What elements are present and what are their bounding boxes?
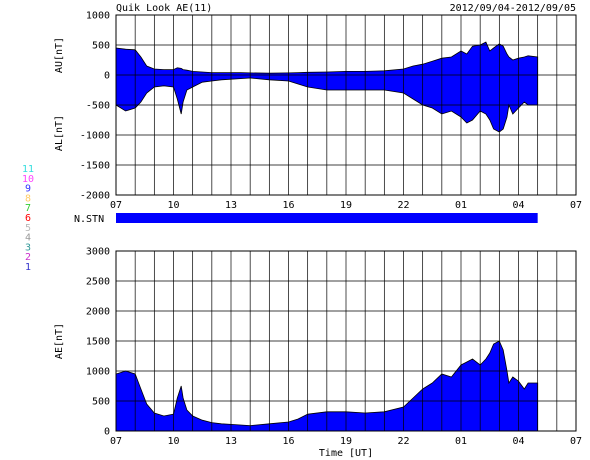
p3-xtick-label: 16 bbox=[282, 436, 294, 447]
p1-ytick-label: -1500 bbox=[80, 161, 110, 172]
p3-ytick-label: 500 bbox=[92, 397, 110, 408]
au-al-plot-frame bbox=[115, 14, 577, 196]
al-axis-label: AL[nT] bbox=[54, 115, 65, 151]
p3-xtick-label: 07 bbox=[570, 436, 582, 447]
p3-ytick-label: 3000 bbox=[86, 247, 110, 258]
p1-xtick-label: 16 bbox=[282, 200, 294, 211]
station-legend-item: 8 bbox=[25, 193, 31, 204]
p1-xtick-label: 01 bbox=[455, 200, 467, 211]
ae-axis-label: AE[nT] bbox=[54, 323, 65, 359]
chart-title: Quik Look AE(11) bbox=[116, 3, 212, 14]
p3-xtick-label: 22 bbox=[397, 436, 409, 447]
n-stn-label: N.STN bbox=[74, 214, 104, 225]
au-axis-label: AU[nT] bbox=[54, 37, 65, 73]
station-legend-item: 6 bbox=[25, 213, 31, 224]
p3-data-area bbox=[115, 340, 539, 432]
ae-plot-frame bbox=[115, 250, 577, 432]
p1-ytick-label: -1000 bbox=[80, 131, 110, 142]
p1-xtick-label: 13 bbox=[225, 200, 237, 211]
p3-ytick-label: 0 bbox=[104, 427, 110, 438]
p1-xtick-label: 04 bbox=[512, 200, 524, 211]
p3-xtick-label: 13 bbox=[225, 436, 237, 447]
station-legend-item: 9 bbox=[25, 184, 31, 195]
station-legend-item: 2 bbox=[25, 252, 31, 263]
p1-ytick-label: 500 bbox=[92, 41, 110, 52]
n-stn-panel: N.STN bbox=[74, 213, 538, 225]
p1-ytick-label: 1000 bbox=[86, 11, 110, 22]
station-legend-item: 10 bbox=[22, 174, 34, 185]
n-stn-bar bbox=[116, 213, 538, 223]
p1-ytick-label: -2000 bbox=[80, 191, 110, 202]
station-legend-item: 4 bbox=[25, 233, 31, 244]
p3-ytick-label: 1000 bbox=[86, 367, 110, 378]
station-legend-item: 11 bbox=[22, 164, 34, 175]
p3-ytick-label: 2500 bbox=[86, 277, 110, 288]
ae-panel: 3000 2500 2000 1500 1000 500 0 07 10 13 16 19 22 01 0… bbox=[54, 247, 582, 460]
date-range: 2012/09/04-2012/09/05 bbox=[450, 3, 576, 14]
p3-xtick-label: 10 bbox=[167, 436, 179, 447]
au-al-panel: 1000 500 0 -500 -1000 -1500 -2000 07 10 13 16 19 22… bbox=[54, 11, 582, 212]
p3-ytick-label: 1500 bbox=[86, 337, 110, 348]
station-legend-item: 1 bbox=[25, 262, 31, 273]
p1-xtick-label: 22 bbox=[397, 200, 409, 211]
time-axis-label: Time [UT] bbox=[319, 448, 373, 459]
p1-ytick-label: 0 bbox=[104, 71, 110, 82]
p1-xtick-label: 07 bbox=[570, 200, 582, 211]
p3-xtick-label: 04 bbox=[512, 436, 524, 447]
p1-xtick-label: 07 bbox=[110, 200, 122, 211]
p3-xtick-label: 19 bbox=[340, 436, 352, 447]
station-legend-item: 5 bbox=[25, 223, 31, 234]
p1-ytick-label: -500 bbox=[86, 101, 110, 112]
p1-xtick-label: 19 bbox=[340, 200, 352, 211]
station-legend-item: 7 bbox=[25, 203, 31, 214]
station-legend-item: 3 bbox=[25, 242, 31, 253]
p3-ytick-label: 2000 bbox=[86, 307, 110, 318]
p3-xtick-label: 07 bbox=[110, 436, 122, 447]
p1-xtick-label: 10 bbox=[167, 200, 179, 211]
p3-xtick-label: 01 bbox=[455, 436, 467, 447]
